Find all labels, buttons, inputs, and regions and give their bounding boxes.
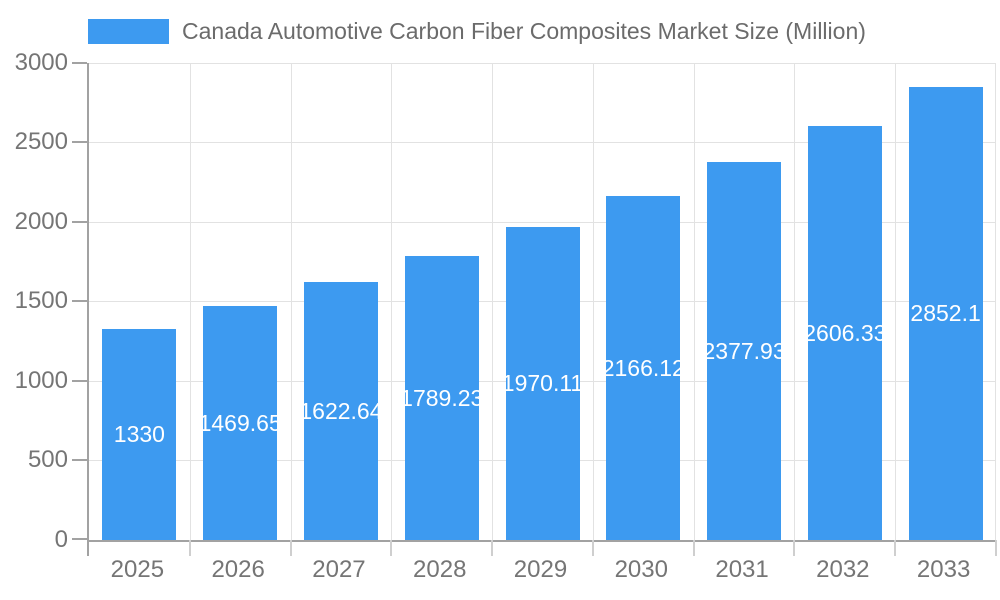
y-axis-label: 3000 <box>14 49 68 76</box>
legend-label: Canada Automotive Carbon Fiber Composite… <box>182 18 866 44</box>
bar-2029[interactable]: 1970.11 <box>502 227 583 540</box>
x-axis-tick <box>592 540 594 556</box>
x-axis-label: 2033 <box>916 556 971 583</box>
plot-area: 1330 1469.65 1622.64 1789.23 1970.11 2166.12 2… <box>72 62 997 556</box>
x-axis-label: 2029 <box>513 556 568 583</box>
x-axis-label: 2032 <box>816 556 870 583</box>
y-axis-tick <box>72 221 87 223</box>
y-gridline <box>89 222 996 223</box>
x-axis-label: 2030 <box>614 556 668 583</box>
bar-2028[interactable]: 1789.23 <box>400 256 483 540</box>
x-gridline <box>391 63 392 540</box>
y-axis-tick <box>72 300 87 302</box>
y-axis-label: 1000 <box>14 367 68 394</box>
x-gridline <box>190 63 191 540</box>
bar-2026[interactable]: 1469.65 <box>199 306 282 540</box>
bar-value-label: 1970.11 <box>501 370 584 396</box>
x-axis-tick <box>290 540 292 556</box>
y-axis-label: 500 <box>27 446 68 473</box>
x-gridline <box>794 63 795 540</box>
x-axis-tick <box>390 540 392 556</box>
bar-value-label: 2377.93 <box>702 337 786 364</box>
bar-2025[interactable]: 1330 <box>102 329 177 540</box>
bar-value-label: 2166.12 <box>601 354 685 381</box>
y-gridline <box>89 63 996 64</box>
x-axis-tick <box>995 540 997 556</box>
y-axis-label: 2500 <box>14 128 68 155</box>
bar-value-label: 1622.64 <box>299 397 383 424</box>
legend-item[interactable]: Canada Automotive Carbon Fiber Composite… <box>88 18 866 45</box>
bar-2032[interactable]: 2606.33 <box>803 126 886 540</box>
bar-value-label: 2852.1 <box>910 300 981 326</box>
y-axis-tick <box>72 538 87 540</box>
x-axis-tick <box>189 540 191 556</box>
x-axis-label: 2026 <box>211 556 265 583</box>
bar-value-label: 1789.23 <box>400 384 484 411</box>
x-axis-tick <box>793 540 795 556</box>
x-axis-label: 2028 <box>413 556 467 583</box>
legend-swatch <box>88 19 169 44</box>
y-axis-label: 0 <box>54 526 68 553</box>
y-axis-tick <box>72 380 87 382</box>
x-gridline <box>492 63 493 540</box>
x-gridline <box>694 63 695 540</box>
x-axis-label: 2027 <box>312 556 366 583</box>
bar-2033[interactable]: 2852.1 <box>908 87 983 540</box>
y-axis-label: 1500 <box>14 287 68 314</box>
bar-2031[interactable]: 2377.93 <box>702 162 786 540</box>
y-axis-label: 2000 <box>14 208 68 235</box>
x-axis-label: 2031 <box>715 556 769 583</box>
x-axis-tick <box>693 540 695 556</box>
x-gridline <box>995 63 996 540</box>
x-gridline <box>291 63 292 540</box>
x-gridline <box>593 63 594 540</box>
y-gridline <box>89 142 996 143</box>
x-axis-tick <box>87 540 89 556</box>
y-axis-tick <box>72 62 87 64</box>
x-gridline <box>895 63 896 540</box>
bar-value-label: 1469.65 <box>198 409 282 436</box>
bar-value-label: 2606.33 <box>803 319 887 346</box>
x-axis-tick <box>491 540 493 556</box>
y-axis-tick <box>72 459 87 461</box>
y-axis-tick <box>72 141 87 143</box>
bar-2027[interactable]: 1622.64 <box>299 282 383 540</box>
x-axis-label: 2025 <box>110 556 165 583</box>
x-axis-tick <box>894 540 896 556</box>
bar-2030[interactable]: 2166.12 <box>602 196 685 540</box>
bar-value-label: 1330 <box>113 421 165 447</box>
